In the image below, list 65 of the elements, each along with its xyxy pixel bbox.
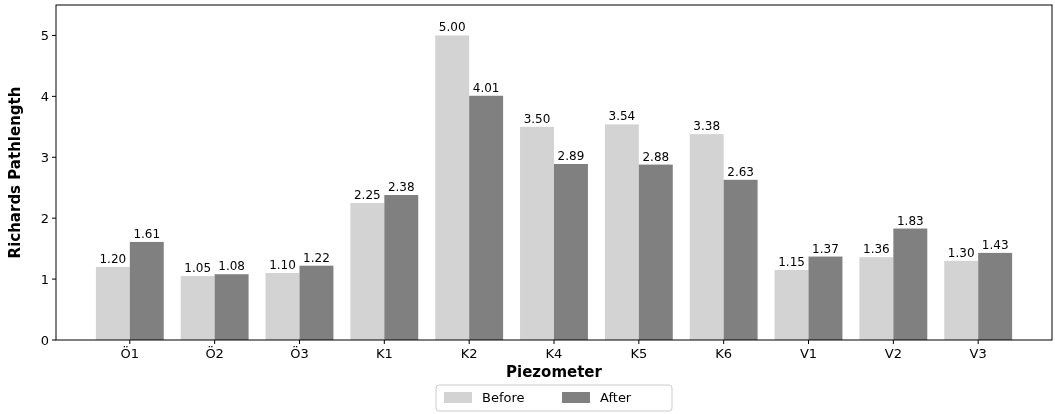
data-label: 2.25: [354, 187, 381, 202]
bar: [299, 265, 334, 340]
data-label: 1.10: [269, 258, 296, 272]
bar: [893, 228, 928, 340]
data-label: 1.43: [981, 237, 1009, 252]
data-label: 3.54: [608, 109, 636, 124]
bar: [554, 163, 588, 340]
x-tick-label: K6: [715, 346, 733, 361]
bar: [95, 266, 130, 340]
x-tick-label: V1: [799, 346, 818, 361]
x-tick-label: K4: [545, 346, 563, 361]
y-axis-title: Richards Pathlength: [6, 86, 24, 259]
y-tick-label: 1: [40, 271, 49, 287]
x-tick-label: Ö1: [120, 345, 140, 361]
x-tick-label: K2: [460, 346, 478, 361]
y-tick-label: 2: [40, 210, 49, 226]
data-label: 4.01: [472, 80, 500, 95]
legend-label: After: [600, 390, 632, 405]
data-label: 1.61: [133, 226, 161, 241]
x-axis-title: Piezometer: [506, 363, 603, 381]
data-label: 2.88: [642, 149, 670, 164]
y-tick-label: 4: [40, 88, 49, 104]
data-label: 1.30: [947, 245, 975, 260]
data-label: 2.63: [727, 164, 754, 179]
x-tick-label: V2: [884, 346, 902, 361]
bar: [604, 124, 639, 340]
bar: [129, 241, 164, 340]
x-tick-label: V3: [969, 346, 987, 361]
bar: [638, 164, 673, 340]
data-label: 2.89: [557, 148, 585, 163]
bar: [689, 134, 724, 340]
data-label: 1.83: [896, 213, 924, 228]
bar: [435, 35, 470, 340]
data-label: 1.05: [184, 261, 212, 276]
data-label: 5.00: [438, 20, 466, 35]
x-tick-label: K5: [630, 346, 648, 361]
bar: [265, 273, 300, 340]
bar: [944, 260, 979, 340]
data-label: 3.50: [523, 111, 551, 126]
legend-label: Before: [482, 390, 525, 405]
data-label: 2.38: [387, 180, 415, 195]
x-tick-label: Ö3: [290, 345, 309, 361]
bar: [350, 202, 385, 340]
bar: [859, 257, 894, 340]
data-label: 1.20: [99, 251, 127, 266]
bar: [520, 126, 554, 340]
data-label: 1.15: [778, 254, 805, 269]
data-label: 1.37: [812, 241, 839, 256]
bar: [384, 195, 419, 340]
data-label: 1.08: [218, 259, 245, 274]
bar: [723, 179, 758, 340]
bar: [180, 276, 215, 340]
x-tick-label: Ö2: [205, 345, 224, 361]
x-tick-label: K1: [375, 346, 393, 361]
bar: [469, 95, 504, 340]
y-tick-label: 5: [40, 28, 49, 43]
data-label: 1.22: [303, 250, 330, 265]
bar: [978, 252, 1013, 340]
y-tick-label: 0: [40, 332, 49, 348]
data-label: 1.36: [863, 242, 890, 257]
bar: [774, 269, 809, 340]
bar: [214, 274, 249, 340]
y-tick-label: 3: [40, 149, 49, 165]
data-label: 3.38: [693, 119, 721, 134]
bar: [808, 256, 843, 340]
